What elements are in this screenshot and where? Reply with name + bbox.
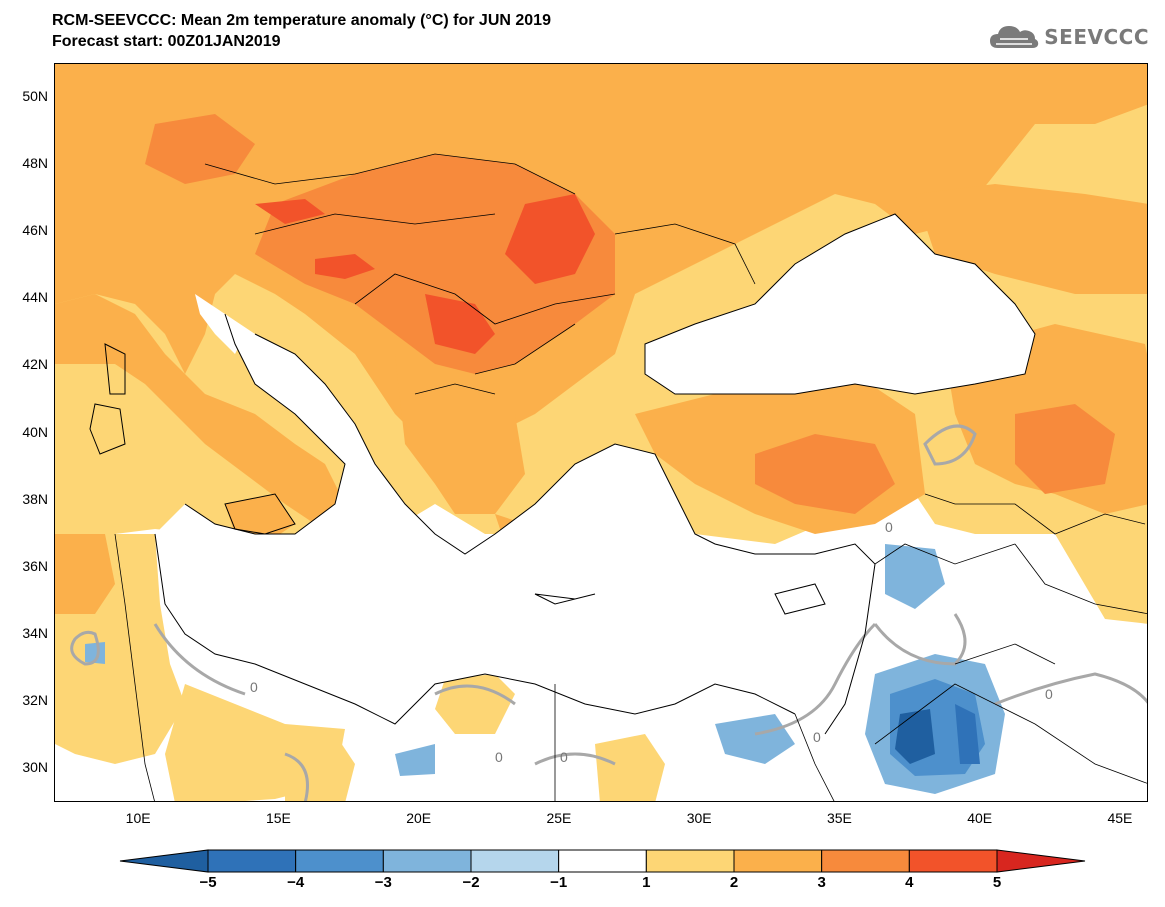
- colorbar-tick-label: −3: [374, 874, 392, 891]
- contour-label: 0: [560, 749, 568, 765]
- latitude-label: 40N: [22, 423, 48, 440]
- longitude-label: 15E: [265, 810, 291, 826]
- contour-label: 0: [1045, 686, 1053, 702]
- latitude-label: 46N: [22, 221, 48, 238]
- cloud-icon: [990, 26, 1039, 48]
- colorbar-segment: [382, 849, 472, 873]
- black-sea: [645, 214, 1035, 394]
- contour-label: 0: [885, 519, 893, 535]
- longitude-label: 10E: [125, 810, 151, 826]
- field-plus4-5: [505, 194, 595, 284]
- colorbar-tick-label: 1: [642, 874, 651, 891]
- longitude-label: 20E: [406, 810, 432, 826]
- latitude-label: 44N: [22, 289, 48, 306]
- longitude-label: 30E: [686, 810, 712, 826]
- field-minus1-2: [885, 544, 945, 609]
- seevccc-logo: SEEVCCC: [988, 22, 1149, 52]
- colorbar-tick-label: −2: [462, 874, 480, 891]
- latitude-label: 36N: [22, 557, 48, 574]
- colorbar-segment: [470, 849, 560, 873]
- colorbar-tick-label: −4: [287, 874, 305, 891]
- latitude-label: 34N: [22, 625, 48, 642]
- colorbar-segment: [733, 849, 823, 873]
- contour-label: 0: [495, 749, 503, 765]
- colorbar-segment: [821, 849, 910, 873]
- colorbar-tick-label: 4: [905, 874, 914, 891]
- colorbar-tick-label: 5: [992, 874, 1002, 891]
- colorbar-tick-label: −5: [199, 874, 217, 891]
- zero-contours: [70, 424, 1147, 801]
- colorbar-tick-label: 2: [729, 874, 739, 891]
- colorbar-segment: [908, 849, 998, 873]
- map-subtitle: Forecast start: 00Z01JAN2019: [52, 33, 281, 50]
- coastlines: [89, 213, 1036, 735]
- longitude-label: 35E: [826, 810, 852, 826]
- latitude-label: 32N: [22, 692, 48, 709]
- colorbar-tick-label: −1: [550, 874, 568, 891]
- latitude-label: 42N: [22, 356, 48, 373]
- logo-text: SEEVCCC: [1044, 25, 1149, 49]
- longitude-label: 45E: [1107, 810, 1133, 826]
- longitude-label: 40E: [967, 810, 993, 826]
- colorbar-segment: [996, 849, 1086, 873]
- colorbar-tick-label: 3: [817, 874, 826, 891]
- colorbar-segment: [558, 849, 647, 873]
- colorbar-segment: [645, 849, 735, 873]
- map-panel: 0 0 0 0 0 0: [54, 63, 1148, 802]
- latitude-label: 48N: [22, 154, 48, 171]
- anomaly-fields: [55, 64, 1147, 801]
- country-borders: [114, 153, 1147, 801]
- longitude-label: 25E: [546, 810, 572, 826]
- contour-label: 0: [813, 729, 821, 745]
- title-block: RCM-SEEVCCC: Mean 2m temperature anomaly…: [52, 10, 551, 52]
- anomaly-map: 0 0 0 0 0 0: [55, 64, 1147, 801]
- colorbar-segment: [119, 849, 209, 873]
- latitude-label: 38N: [22, 490, 48, 507]
- map-title: RCM-SEEVCCC: Mean 2m temperature anomaly…: [52, 12, 551, 29]
- mediterranean-sea: [155, 314, 875, 734]
- contour-label: 0: [250, 679, 258, 695]
- latitude-label: 50N: [22, 87, 48, 104]
- colorbar-segment: [295, 849, 384, 873]
- colorbar-segment: [207, 849, 297, 873]
- contour-labels: 0 0 0 0 0 0: [250, 519, 1053, 765]
- latitude-label: 30N: [22, 759, 48, 776]
